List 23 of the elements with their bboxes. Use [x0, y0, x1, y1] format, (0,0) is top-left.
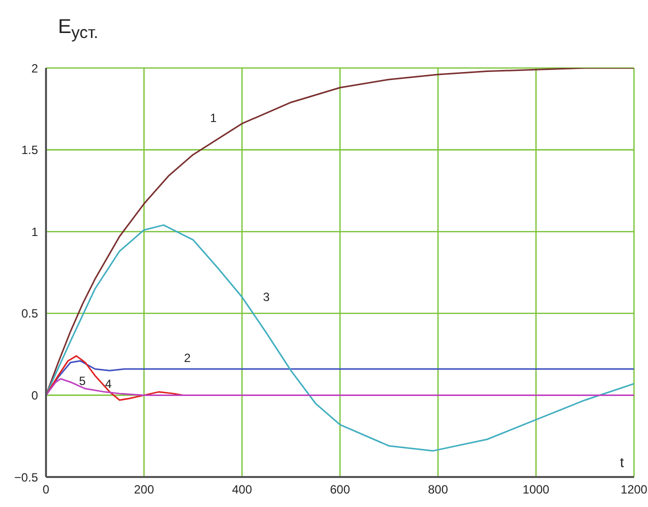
- x-tick-label: 1200: [620, 482, 648, 497]
- x-tick-label: 0: [42, 482, 50, 497]
- y-tick-label: 1.5: [21, 143, 38, 158]
- x-tick-label: 200: [134, 482, 154, 497]
- series-label: 2: [184, 351, 191, 365]
- y-axis-title: E$_{уст.}$: [58, 16, 98, 43]
- x-tick-label: 400: [232, 482, 252, 497]
- series-label: 5: [79, 374, 86, 388]
- x-tick-label: 600: [330, 482, 350, 497]
- line-series: [46, 355, 184, 401]
- series-label: 3: [263, 290, 270, 304]
- series-label: 1: [210, 111, 217, 125]
- x-tick-label: 800: [428, 482, 448, 497]
- line-series: [46, 224, 634, 452]
- y-tick-label: 0.5: [21, 306, 38, 321]
- y-tick-label: 2: [31, 61, 38, 76]
- series-label: 4: [105, 377, 112, 391]
- x-axis-title: t: [620, 454, 624, 470]
- y-tick-label: 1: [31, 224, 38, 239]
- x-tick-label: 1000: [522, 482, 550, 497]
- y-tick-label: −0.5: [14, 470, 38, 484]
- y-tick-label: 0: [31, 388, 38, 402]
- line-series: [46, 378, 634, 396]
